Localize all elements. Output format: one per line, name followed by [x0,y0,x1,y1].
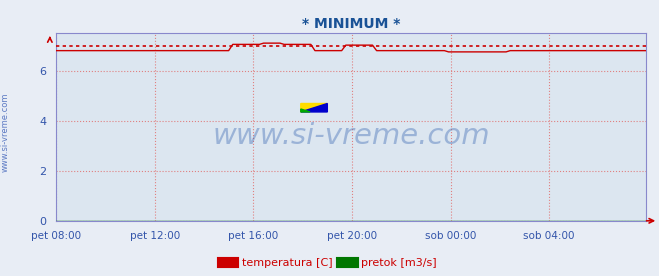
Legend: temperatura [C], pretok [m3/s]: temperatura [C], pretok [m3/s] [219,256,440,270]
Text: www.si-vreme.com: www.si-vreme.com [212,122,490,150]
Polygon shape [301,104,328,112]
Polygon shape [301,104,328,112]
Text: www.si-vreme.com: www.si-vreme.com [1,93,10,172]
Title: * MINIMUM *: * MINIMUM * [302,17,400,31]
Polygon shape [301,109,310,112]
